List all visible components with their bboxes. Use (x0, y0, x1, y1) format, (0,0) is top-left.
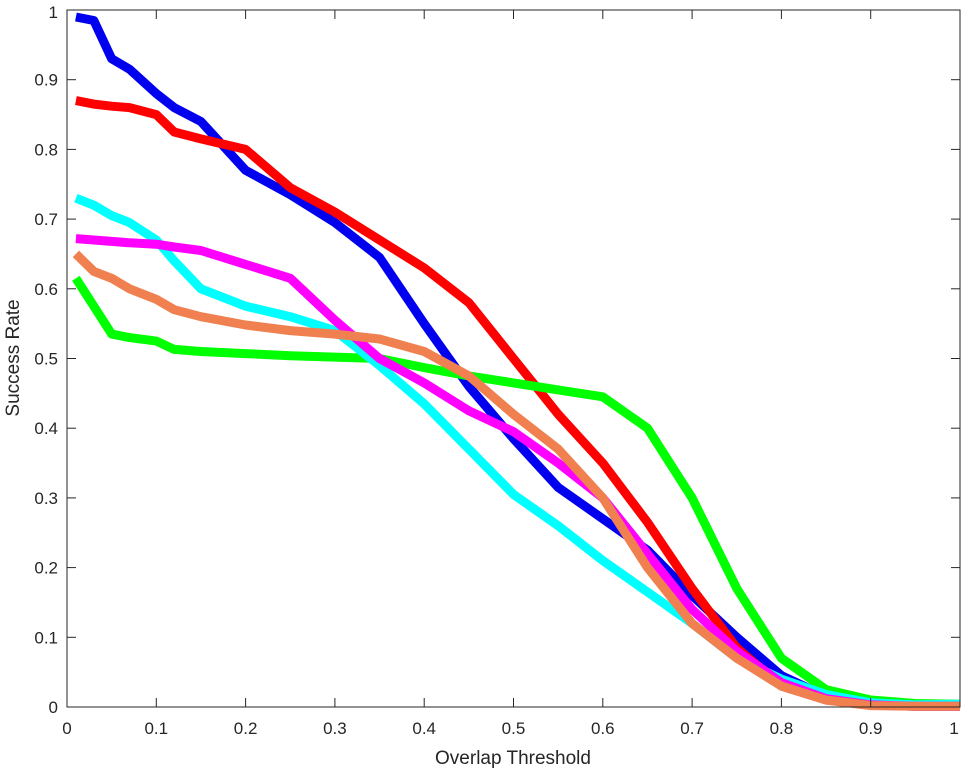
y-tick-label: 0 (49, 698, 58, 717)
y-tick-label: 0.2 (34, 559, 58, 578)
x-tick-label: 0.9 (859, 719, 883, 738)
y-tick-label: 0.1 (34, 628, 58, 647)
x-tick-label: 0 (62, 719, 71, 738)
x-tick-label: 0.7 (680, 719, 704, 738)
x-tick-label: 0.8 (770, 719, 794, 738)
y-tick-label: 0.4 (34, 419, 58, 438)
y-tick-label: 0.6 (34, 280, 58, 299)
series-layer (72, 12, 961, 711)
series-line-2 (75, 96, 960, 711)
y-tick-label: 0.7 (34, 210, 58, 229)
series-line-5 (75, 234, 960, 711)
x-axis-ticks: 0 0.1 0.2 0.3 0.4 0.5 0.6 0.7 0.8 0.9 1 (62, 10, 961, 738)
x-tick-label: 0.3 (323, 719, 347, 738)
x-axis-label: Overlap Threshold (435, 748, 591, 768)
y-tick-label: 0.8 (34, 140, 58, 159)
y-axis-label: Success Rate (3, 299, 24, 416)
series-line-4 (74, 194, 961, 710)
y-tick-label: 0.3 (34, 489, 58, 508)
x-tick-label: 1 (949, 719, 958, 738)
y-tick-label: 0.5 (34, 350, 58, 369)
y-tick-label: 0.9 (34, 71, 58, 90)
series-line-3 (72, 275, 961, 709)
x-tick-label: 0.5 (502, 719, 526, 738)
y-axis-ticks: 0 0.1 0.2 0.3 0.4 0.5 0.6 0.7 0.8 0.9 1 (34, 3, 960, 717)
x-tick-label: 0.4 (412, 719, 436, 738)
x-tick-label: 0.1 (144, 719, 168, 738)
y-tick-label: 1 (49, 3, 58, 22)
series-line-6 (72, 250, 960, 711)
x-tick-label: 0.6 (591, 719, 615, 738)
x-tick-label: 0.2 (234, 719, 258, 738)
